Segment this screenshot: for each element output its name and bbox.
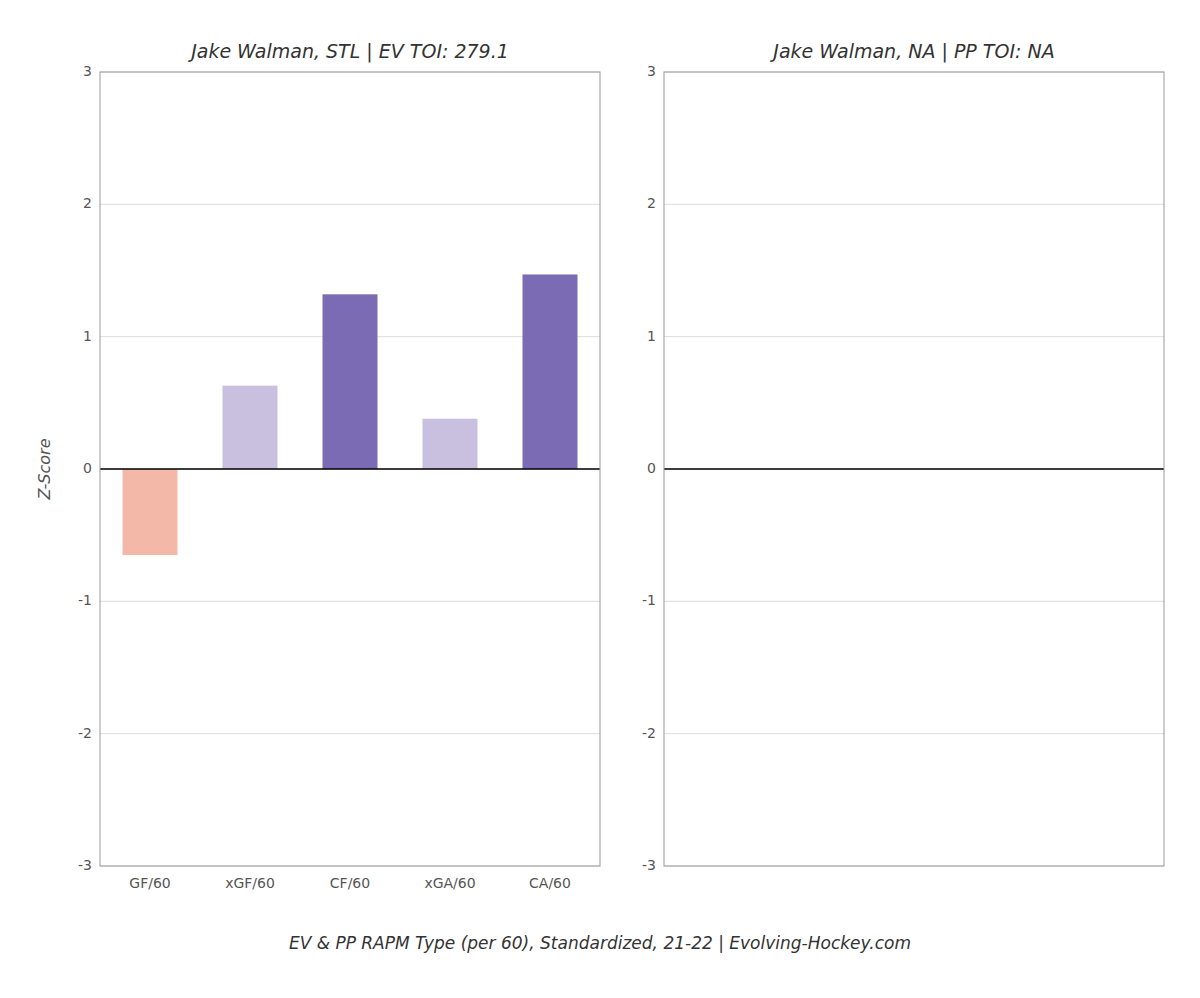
grid-line (664, 469, 1164, 470)
bar (523, 274, 578, 469)
grid-line (100, 733, 600, 734)
y-tick-label: 3 (83, 63, 92, 79)
y-tick-label: -1 (78, 592, 92, 608)
zero-line (664, 468, 1164, 470)
y-axis-label: Z-Score (35, 438, 54, 500)
grid-line (664, 204, 1164, 205)
y-tick-label: -1 (642, 592, 656, 608)
title: Jake Walman, STL | EV TOI: 279.1 (187, 40, 509, 63)
y-tick-label: 0 (83, 460, 92, 476)
grid-line (100, 469, 600, 470)
x-tick-label: xGA/60 (424, 875, 475, 891)
x-tick-label: CF/60 (330, 875, 370, 891)
y-tick-label: -2 (642, 725, 656, 741)
panel: -3 -2 -1 0 1 2 3 Jake Walman, NA | PP TOI: NA (642, 40, 1164, 873)
bars (123, 274, 578, 555)
bar (223, 386, 278, 469)
y-tick-label: 1 (83, 328, 92, 344)
y-tick-label: 3 (647, 63, 656, 79)
chart-canvas: -3 -2 -1 0 1 2 3 GF/60 xGF/60 CF/60 xGA/60 CA/60 Jak… (0, 0, 1200, 998)
y-tick-label: -2 (78, 725, 92, 741)
x-tick-label: CA/60 (529, 875, 571, 891)
panel: -3 -2 -1 0 1 2 3 GF/60 xGF/60 CF/60 xGA/60 CA/60 Jak… (35, 40, 600, 891)
y-tick-label: 2 (83, 195, 92, 211)
bar (423, 419, 478, 469)
bar (123, 469, 178, 555)
background (0, 0, 1200, 998)
plot-frame (100, 72, 600, 866)
grid-line (664, 601, 1164, 602)
plot-frame (664, 72, 1164, 866)
x-axis-label: EV & PP RAPM Type (per 60), Standardized… (289, 933, 911, 953)
y-tick-label: 1 (647, 328, 656, 344)
zero-line (100, 468, 600, 470)
grid-line (664, 733, 1164, 734)
y-tick-label: -3 (642, 857, 656, 873)
y-tick-label: 2 (647, 195, 656, 211)
x-tick-label: xGF/60 (225, 875, 275, 891)
y-tick-label: -3 (78, 857, 92, 873)
grid-line (664, 336, 1164, 337)
grid-line (100, 204, 600, 205)
title: Jake Walman, NA | PP TOI: NA (769, 40, 1054, 63)
grid-line (100, 601, 600, 602)
x-tick-label: GF/60 (129, 875, 170, 891)
y-tick-label: 0 (647, 460, 656, 476)
bar (323, 294, 378, 469)
